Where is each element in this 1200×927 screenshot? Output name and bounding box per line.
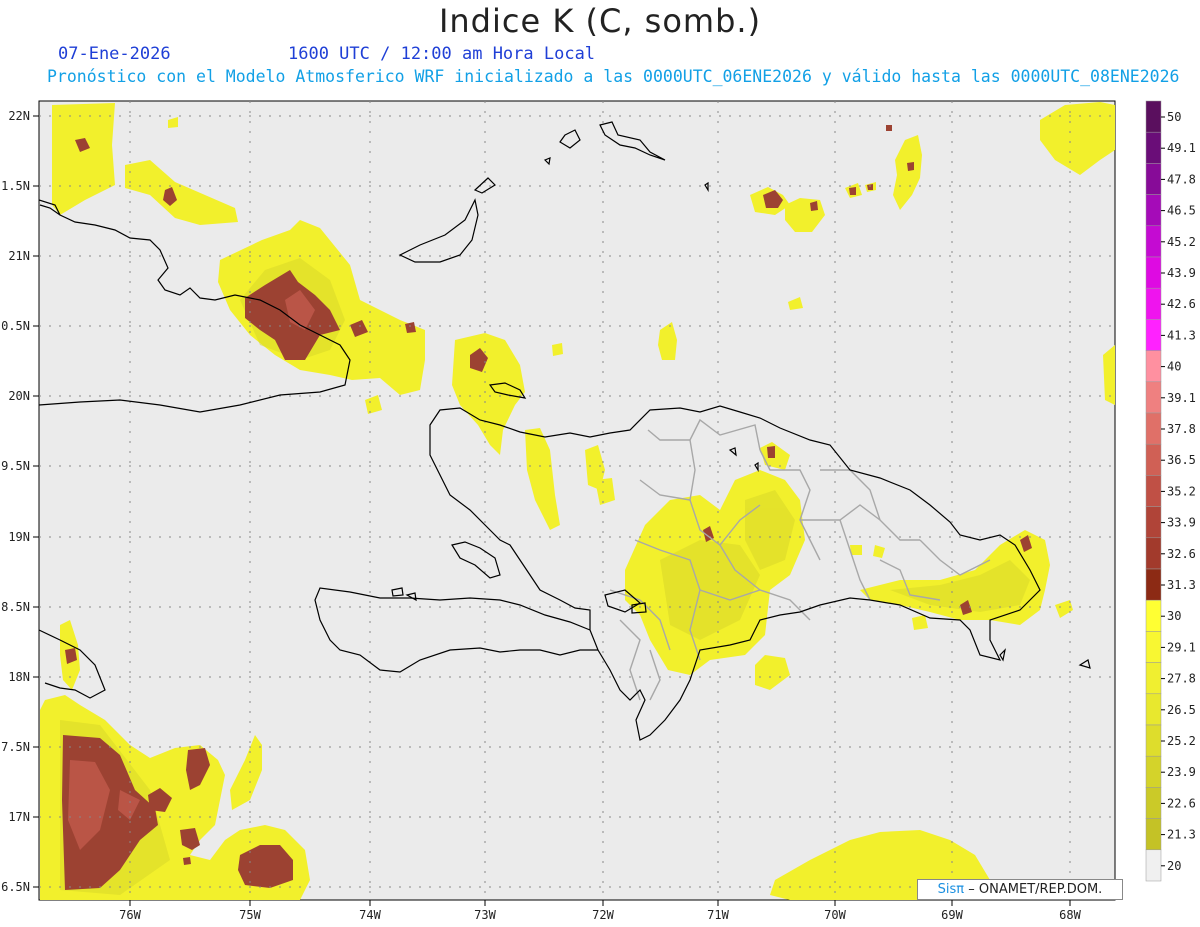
colorbar-swatch: [1145, 631, 1162, 663]
lat-label: 7.5N: [1, 740, 30, 754]
colorbar-swatch: [1145, 350, 1162, 383]
colorbar-swatch: [1145, 412, 1162, 445]
colorbar-swatch: [1145, 163, 1162, 195]
colorbar-label: 30: [1167, 609, 1181, 623]
colorbar-label: 40: [1167, 360, 1181, 374]
colorbar-label: 26.5: [1167, 703, 1196, 717]
coastlines: [39, 121, 1091, 741]
colorbar-swatch: [1145, 131, 1162, 164]
lat-label: 17N: [8, 810, 30, 824]
colorbar-label: 49.1: [1167, 141, 1196, 155]
colorbar-label: 33.9: [1167, 516, 1196, 530]
colorbar-swatch: [1145, 443, 1162, 476]
colorbar-label: 47.8: [1167, 172, 1196, 186]
colorbar-label: 36.5: [1167, 453, 1196, 467]
lat-label: 0.5N: [1, 319, 30, 333]
colorbar-swatch: [1145, 693, 1162, 726]
colorbar-swatch: [1145, 599, 1162, 632]
colorbar-label: 22.6: [1167, 796, 1196, 810]
colorbar-label: 23.9: [1167, 765, 1196, 779]
colorbar-swatch: [1145, 319, 1162, 351]
province-boundaries: [609, 418, 991, 701]
colorbar-label: 27.8: [1167, 672, 1196, 686]
lon-label: 76W: [119, 908, 141, 922]
lat-label: 19N: [8, 530, 30, 544]
lon-label: 75W: [239, 908, 261, 922]
lat-label: 21N: [8, 249, 30, 263]
colorbar-swatch: [1145, 225, 1162, 258]
colorbar-swatch: [1145, 568, 1162, 601]
k-index-red-highlights: [68, 290, 315, 850]
lon-label: 68W: [1059, 908, 1081, 922]
colorbar-label: 39.1: [1167, 391, 1196, 405]
colorbar-swatch: [1145, 662, 1162, 695]
colorbar-label: 21.3: [1167, 828, 1196, 842]
lon-label: 70W: [824, 908, 846, 922]
credit-box: Sisπ – ONAMET/REP.DOM.: [917, 879, 1123, 900]
colorbar: 50 49.1 47.8 46.5 45.2 43.9 42.6 41.3 40 39.1 37.8…: [1145, 100, 1196, 882]
colorbar-label: 29.1: [1167, 640, 1196, 654]
colorbar-label: 20: [1167, 859, 1181, 873]
lon-label: 74W: [359, 908, 381, 922]
colorbar-label: 50: [1167, 110, 1181, 124]
colorbar-swatch: [1145, 787, 1162, 819]
colorbar-swatch: [1145, 381, 1162, 414]
model-description: Pronóstico con el Modelo Atmosferico WRF…: [47, 67, 1180, 86]
colorbar-swatch: [1145, 256, 1162, 289]
colorbar-swatch: [1145, 755, 1162, 788]
colorbar-swatch: [1145, 100, 1162, 133]
colorbar-label: 43.9: [1167, 266, 1196, 280]
credit-text: – ONAMET/REP.DOM.: [968, 882, 1103, 897]
colorbar-label: 25.2: [1167, 734, 1196, 748]
lon-label: 71W: [707, 908, 729, 922]
colorbar-label: 37.8: [1167, 422, 1196, 436]
colorbar-label: 42.6: [1167, 297, 1196, 311]
colorbar-label: 41.3: [1167, 328, 1196, 342]
lat-label: 6.5N: [1, 880, 30, 894]
colorbar-label: 31.3: [1167, 578, 1196, 592]
map-title: Indice K (C, somb.): [438, 2, 762, 40]
colorbar-swatch: [1145, 818, 1162, 851]
colorbar-swatch: [1145, 194, 1162, 227]
forecast-date: 07-Ene-2026: [58, 44, 171, 64]
colorbar-swatch: [1145, 537, 1162, 570]
colorbar-swatch: [1145, 475, 1162, 507]
colorbar-swatch: [1145, 287, 1162, 320]
lat-label: 8.5N: [1, 600, 30, 614]
colorbar-swatch: [1145, 506, 1162, 539]
sispi-logo: Sisπ: [937, 882, 965, 897]
tick-marks: [33, 115, 1071, 906]
colorbar-label: 45.2: [1167, 235, 1196, 249]
lat-label: 18N: [8, 670, 30, 684]
forecast-time: 1600 UTC / 12:00 am Hora Local: [288, 44, 596, 64]
lon-label: 69W: [941, 908, 963, 922]
colorbar-swatch: [1145, 849, 1162, 882]
latitude-labels: 22N 1.5N 21N 0.5N 20N 9.5N 19N 8.5N 18N …: [1, 109, 30, 894]
lon-label: 72W: [592, 908, 614, 922]
lon-label: 73W: [474, 908, 496, 922]
colorbar-swatch: [1145, 724, 1162, 757]
lat-label: 20N: [8, 389, 30, 403]
colorbar-label: 35.2: [1167, 484, 1196, 498]
longitude-labels: 76W 75W 74W 73W 72W 71W 70W 69W 68W: [119, 908, 1081, 922]
lat-label: 1.5N: [1, 179, 30, 193]
lat-label: 22N: [8, 109, 30, 123]
lat-label: 9.5N: [1, 459, 30, 473]
colorbar-label: 32.6: [1167, 547, 1196, 561]
colorbar-label: 46.5: [1167, 204, 1196, 218]
